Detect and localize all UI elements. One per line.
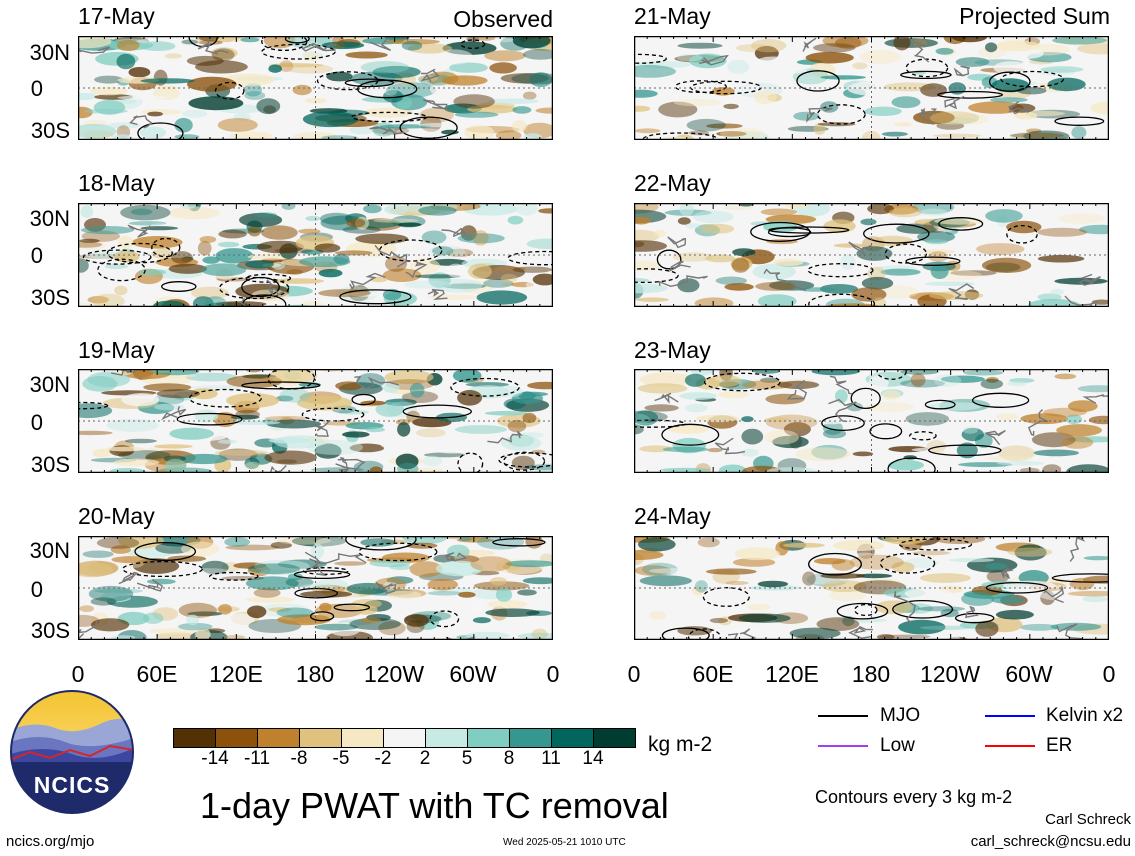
ncics-logo: NCICS <box>10 690 134 814</box>
colorbar-swatch <box>341 729 383 747</box>
panel-date: 22-May <box>634 170 711 196</box>
panel-tag: Projected Sum <box>959 3 1110 29</box>
lon-label: 0 <box>1102 661 1116 687</box>
legend-line-mjo <box>818 715 868 717</box>
map-panel-23-may <box>634 369 1109 473</box>
colorbar-tick-label: 2 <box>419 748 431 769</box>
lat-label: 0 <box>30 577 43 602</box>
panel-date: 23-May <box>634 337 711 363</box>
lat-label: 30S <box>30 118 70 143</box>
author-email[interactable]: carl_schreck@ncsu.edu <box>970 833 1131 850</box>
map-panel-17-may <box>78 36 553 140</box>
map-panel-21-may <box>634 36 1109 140</box>
colorbar-unit: kg m-2 <box>648 733 713 756</box>
lat-label: 30N <box>29 372 70 397</box>
lat-label: 30N <box>29 40 70 65</box>
lat-label: 30S <box>30 618 70 643</box>
colorbar-swatch <box>257 729 299 747</box>
legend-label: MJO <box>880 705 921 726</box>
colorbar-tick-label: -5 <box>332 748 350 769</box>
colorbar-swatch <box>383 729 425 747</box>
colorbar-tick-label: 14 <box>582 748 604 769</box>
panel-tag: Observed <box>453 6 553 32</box>
legend-line-low <box>818 745 868 747</box>
panel-date: 24-May <box>634 503 711 529</box>
colorbar-swatch <box>509 729 551 747</box>
map-panel-20-may <box>78 536 553 640</box>
figure-title: 1-day PWAT with TC removal <box>200 785 669 826</box>
colorbar-tick-label: 5 <box>461 748 473 769</box>
lat-label: 0 <box>30 243 43 268</box>
panel-date: 20-May <box>78 503 155 529</box>
colorbar-tick-label: 8 <box>503 748 515 769</box>
lon-label: 180 <box>851 661 891 687</box>
panel-date: 18-May <box>78 170 155 196</box>
lon-label: 0 <box>546 661 560 687</box>
colorbar-swatch <box>593 729 635 747</box>
contour-note: Contours every 3 kg m-2 <box>815 787 1013 807</box>
panel-date: 19-May <box>78 337 155 363</box>
lon-label: 120W <box>919 661 981 687</box>
logo-text: NCICS <box>33 772 111 798</box>
legend-label: Low <box>880 735 915 756</box>
colorbar-swatch <box>174 729 215 747</box>
colorbar-swatches <box>173 728 636 748</box>
lon-label: 60E <box>136 661 178 687</box>
site-link[interactable]: ncics.org/mjo <box>6 833 95 850</box>
legend-line-er <box>985 745 1035 747</box>
lon-label: 120E <box>209 661 263 687</box>
colorbar-swatch <box>551 729 593 747</box>
lat-label: 30S <box>30 452 70 477</box>
lat-label: 0 <box>30 410 43 435</box>
map-panel-22-may <box>634 203 1109 307</box>
legend-line-kelvin <box>985 715 1035 717</box>
timestamp: Wed 2025-05-21 1010 UTC <box>503 837 626 848</box>
lon-label: 60W <box>1005 661 1053 687</box>
colorbar-swatch <box>299 729 341 747</box>
author: Carl Schreck <box>1045 811 1131 828</box>
lon-label: 0 <box>71 661 85 687</box>
lon-label: 0 <box>627 661 641 687</box>
colorbar-swatch <box>467 729 509 747</box>
legend-label: ER <box>1046 735 1073 756</box>
panel-date: 17-May <box>78 3 155 29</box>
colorbar-tick-label: -8 <box>290 748 308 769</box>
map-panel-19-may <box>78 369 553 473</box>
colorbar-swatch <box>425 729 467 747</box>
panel-date: 21-May <box>634 3 711 29</box>
lon-label: 60E <box>692 661 734 687</box>
colorbar-tick-label: -14 <box>201 748 229 769</box>
colorbar-tick-label: -2 <box>374 748 392 769</box>
lon-label: 120E <box>765 661 819 687</box>
map-panel-24-may <box>634 536 1109 640</box>
lat-label: 0 <box>30 76 43 101</box>
map-panel-18-may <box>78 203 553 307</box>
lat-label: 30N <box>29 538 70 563</box>
colorbar-tick-label: 11 <box>541 748 561 769</box>
lat-label: 30S <box>30 285 70 310</box>
lon-label: 120W <box>363 661 425 687</box>
colorbar-swatch <box>215 729 257 747</box>
lon-label: 180 <box>295 661 335 687</box>
ncics-logo-icon <box>10 690 134 814</box>
lat-label: 30N <box>29 206 70 231</box>
lon-label: 60W <box>449 661 497 687</box>
colorbar-tick-label: -11 <box>243 748 271 769</box>
legend-label: Kelvin x2 <box>1046 705 1124 726</box>
